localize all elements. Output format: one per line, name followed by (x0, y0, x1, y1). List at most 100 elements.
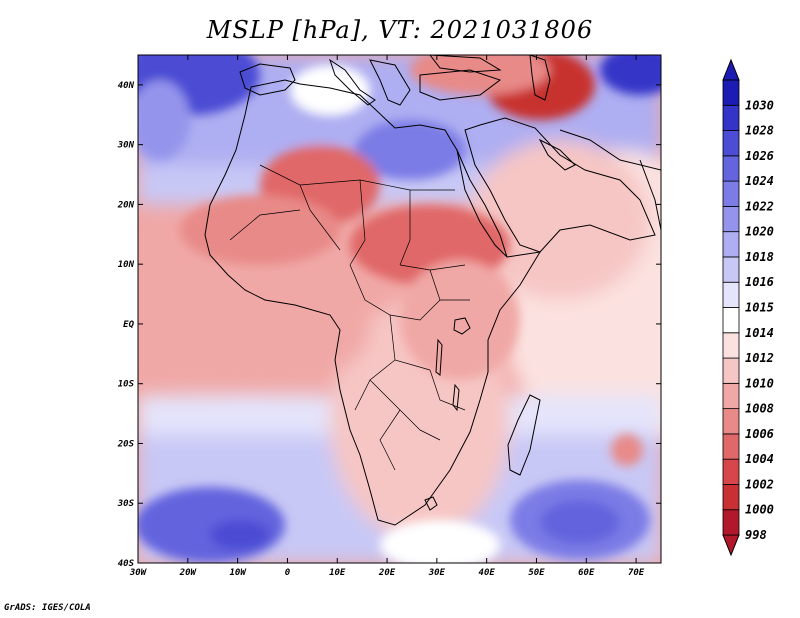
lon-tick-label: 0 (285, 568, 291, 578)
colorbar-swatch (722, 281, 740, 308)
lon-tick-label: 30W (129, 568, 148, 578)
credit-label: GrADS: IGES/COLA (4, 603, 91, 613)
colorbar-label: 1028 (745, 124, 774, 138)
st-helena-high (138, 487, 285, 563)
colorbar-swatch (722, 231, 740, 258)
lesotho (424, 496, 438, 511)
colorbar-arrow-low (722, 534, 740, 557)
colorbar-arrow-high (722, 58, 740, 81)
madagascar (507, 394, 541, 476)
gulf-of-guinea-zone (138, 270, 370, 390)
arabian-sea-zone (470, 140, 650, 300)
colorbar-label: 1018 (745, 250, 774, 264)
lat-tick-label: 40N (118, 81, 135, 91)
cape-ridge (380, 520, 500, 563)
colorbar-label: 1016 (745, 275, 774, 289)
colorbar-label: 1010 (745, 376, 774, 390)
colorbar-label: 1006 (745, 427, 774, 441)
colorbar-label: 1020 (745, 225, 774, 239)
lat-tick-label: 10S (118, 380, 135, 390)
lon-tick-label: 20W (179, 568, 198, 578)
colorbar-swatch (722, 433, 740, 460)
libya-high (355, 120, 465, 180)
sahel-low (180, 195, 340, 265)
colorbar: 998 1000 1002 1004 1006 1008 1010 1012 1014 1015 1… (722, 58, 774, 557)
colorbar-label: 1002 (745, 477, 774, 491)
africa-outline (204, 79, 541, 526)
med-neutral-area (290, 65, 370, 115)
colorbar-swatch (722, 357, 740, 384)
caspian-sea (529, 55, 551, 101)
persian-gulf (538, 138, 576, 171)
colorbar-swatch (722, 155, 740, 182)
colorbar-label: 1000 (745, 503, 774, 517)
colorbar-label: 1012 (745, 351, 774, 365)
arabia-outline (464, 117, 656, 253)
lake-victoria (453, 317, 471, 335)
lon-tick-label: 20E (378, 568, 396, 578)
colorbar-label: 1030 (745, 98, 774, 112)
country-borders (229, 164, 470, 471)
ne-corner-high (600, 55, 661, 95)
colorbar-label: 1008 (745, 402, 774, 416)
lake-tanganyika (435, 338, 443, 376)
colorbar-swatch (722, 205, 740, 233)
mascarene-core (540, 500, 620, 544)
colorbar-swatch (722, 256, 740, 283)
lon-tick-label: 70E (628, 568, 645, 578)
iran-coast (559, 129, 661, 171)
lon-tick-label: 10E (329, 568, 346, 578)
turkey-low (410, 55, 550, 95)
colorbar-swatch (722, 408, 740, 435)
colorbar-swatch (722, 79, 740, 106)
map-frame (137, 54, 662, 564)
black-sea (429, 55, 502, 73)
atlantic-high-extension (138, 80, 190, 160)
colorbar-label: 1022 (745, 199, 774, 213)
lon-tick-label: 40E (479, 568, 496, 578)
india-coast (639, 159, 661, 231)
colorbar-swatch (722, 104, 740, 131)
colorbar-swatch (722, 130, 740, 157)
lat-tick-label: 30S (117, 499, 135, 509)
lat-tick-label: EQ (123, 320, 134, 330)
chart-title: MSLP [hPa], VT: 2021031806 (206, 16, 594, 44)
colorbar-swatch (722, 332, 740, 359)
anatolia (419, 69, 502, 101)
colorbar-label: 1004 (745, 452, 774, 466)
lat-tick-label: 20S (117, 439, 135, 449)
lon-tick-label: 50E (528, 568, 545, 578)
colorbar-label: 998 (745, 528, 767, 542)
colorbar-swatch (722, 307, 740, 334)
lon-tick-label: 60E (578, 568, 595, 578)
colorbar-label: 1024 (745, 174, 774, 188)
iberia (239, 63, 296, 96)
pressure-field (138, 55, 661, 563)
balkans-greece (369, 59, 411, 106)
lake-malawi (452, 383, 460, 412)
red-sea-coast (456, 149, 508, 258)
colorbar-swatch (722, 382, 740, 410)
coastlines (204, 55, 661, 526)
st-helena-core (210, 520, 270, 550)
lon-tick-label: 30E (428, 568, 446, 578)
colorbar-swatch (722, 180, 740, 207)
colorbar-swatch (722, 458, 740, 485)
latitude-axis: 40N 30N 20N 10N EQ 10S 20S 30S 40S (117, 81, 661, 569)
algeria-high (230, 105, 370, 145)
longitude-axis: 30W 20W 10W 0 10E 20E 30E 40E 50E 60E 70E (129, 55, 645, 578)
colorbar-swatch (722, 509, 740, 536)
lat-tick-label: 10N (118, 260, 135, 270)
colorbar-label: 1014 (745, 326, 774, 340)
italy (329, 58, 376, 106)
lat-tick-label: 40S (118, 559, 135, 569)
madagascar-low (611, 434, 643, 466)
colorbar-swatch (722, 484, 740, 511)
east-africa-trough (400, 260, 520, 380)
lat-tick-label: 30N (117, 141, 135, 151)
colorbar-label: 1026 (745, 149, 774, 163)
lat-tick-label: 20N (117, 200, 135, 210)
lon-tick-label: 10W (229, 568, 247, 578)
colorbar-label: 1015 (745, 301, 774, 315)
